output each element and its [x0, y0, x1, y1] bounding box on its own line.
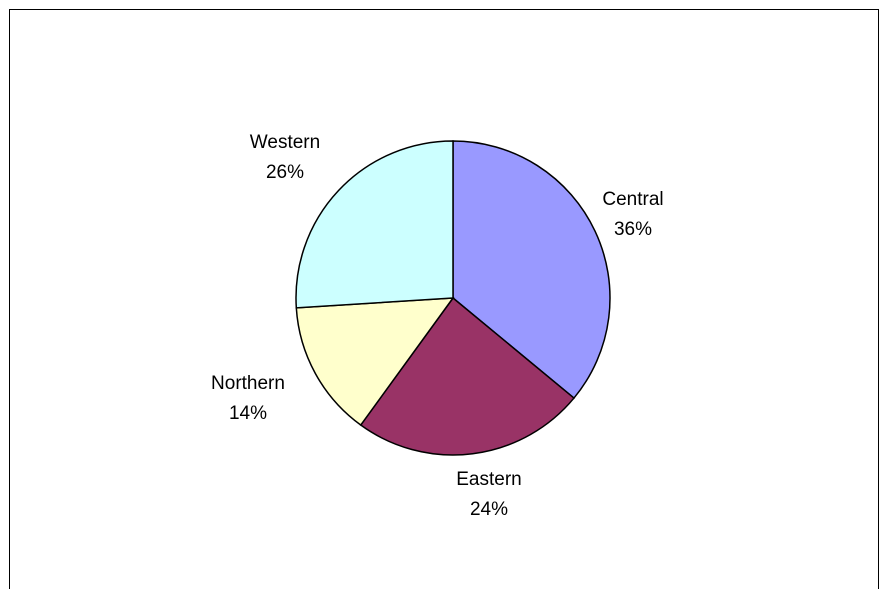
- slice-label-eastern: Eastern: [456, 469, 521, 490]
- slice-label-western: Western: [250, 132, 320, 153]
- slice-label-northern: Northern: [211, 373, 285, 394]
- slice-percent-northern: 14%: [229, 403, 267, 424]
- slice-percent-eastern: 24%: [470, 499, 508, 520]
- slice-percent-central: 36%: [614, 219, 652, 240]
- slice-percent-western: 26%: [266, 162, 304, 183]
- pie-slice-eastern: [359, 296, 576, 456]
- slice-label-central: Central: [602, 189, 663, 210]
- pie-slice-western: [295, 140, 454, 309]
- pie-slice-northern: [295, 297, 455, 427]
- pie-slice-central: [452, 140, 611, 400]
